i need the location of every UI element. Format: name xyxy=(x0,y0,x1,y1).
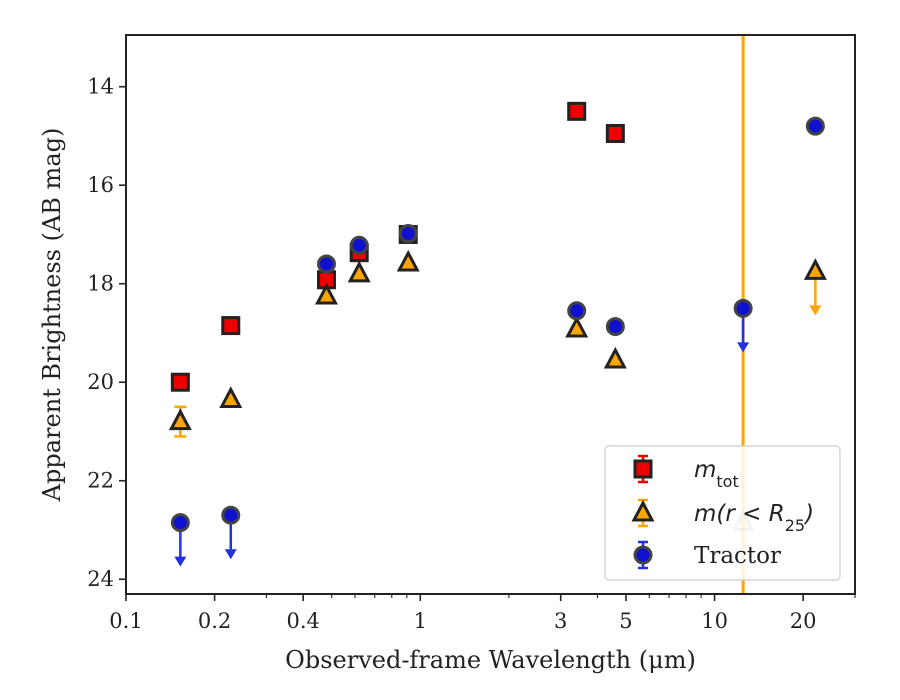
triangle-point xyxy=(396,249,420,272)
legend-label: m(r < R25) xyxy=(694,501,814,535)
legend-box xyxy=(604,445,841,581)
legend-label-main: m(r < R xyxy=(694,501,785,527)
triangle-point xyxy=(565,315,589,338)
circle-point xyxy=(221,505,241,525)
legend-label-main: Tractor xyxy=(694,543,781,569)
circle-point xyxy=(398,223,418,243)
x-tick-label: 0.1 xyxy=(109,609,142,633)
marks-layer xyxy=(168,101,827,567)
legend-label-main: m xyxy=(694,457,716,483)
upper-limit-arrowhead xyxy=(737,342,750,353)
upper-limit-arrowhead xyxy=(174,556,187,567)
x-tick-label: 1 xyxy=(414,609,427,633)
plot-frame xyxy=(125,34,856,595)
legend-label-tail: ) xyxy=(803,501,814,527)
x-tick-label: 20 xyxy=(790,609,817,633)
legend-marker xyxy=(633,459,653,479)
x-axis-title: Observed-frame Wavelength (μm) xyxy=(285,646,696,674)
triangle-point xyxy=(168,408,192,431)
upper-limit-arrowhead xyxy=(809,305,822,316)
square-point xyxy=(567,101,587,121)
circle-point xyxy=(567,301,587,321)
legend-label-subscript: tot xyxy=(716,472,738,491)
x-tick-label: 3 xyxy=(554,609,567,633)
legend-label: Tractor xyxy=(694,543,781,569)
x-tick-label: 5 xyxy=(619,609,632,633)
y-tick-label: 20 xyxy=(87,370,114,394)
y-tick-label: 18 xyxy=(87,272,114,296)
y-tick-label: 16 xyxy=(87,173,114,197)
series-mtot xyxy=(170,101,625,392)
y-axis-title: Apparent Brightness (AB mag) xyxy=(38,128,66,503)
y-axis: 14 16 18 20 22 24 xyxy=(87,75,126,591)
legend-marker xyxy=(633,545,653,565)
y-tick-label: 22 xyxy=(87,469,114,493)
triangle-point xyxy=(314,282,338,305)
triangle-point xyxy=(803,258,827,280)
circle-point xyxy=(316,254,336,274)
square-point xyxy=(605,124,625,144)
legend-entry-mr25: m(r < R25) xyxy=(631,498,814,535)
circle-point xyxy=(733,298,753,318)
x-axis: 0.1 0.2 0.4 1 3 5 10 20 xyxy=(109,594,856,633)
series-tractor xyxy=(170,116,825,567)
square-point xyxy=(221,316,241,336)
upper-limit-arrowhead xyxy=(224,549,237,560)
triangle-point xyxy=(219,386,243,408)
triangle-point xyxy=(347,260,371,283)
y-tick-label: 14 xyxy=(87,75,114,99)
legend-label: mtot xyxy=(694,457,739,491)
circle-point xyxy=(349,235,369,255)
circle-point xyxy=(805,116,825,136)
legend-entry-tractor: Tractor xyxy=(633,540,781,570)
x-tick-label: 10 xyxy=(701,609,728,633)
legend-label-subscript: 25 xyxy=(785,516,805,535)
triangle-point xyxy=(603,346,627,369)
legend-entry-mtot: mtot xyxy=(633,454,739,491)
legend: mtot m(r < R25) Tractor xyxy=(604,445,841,581)
x-tick-label: 0.2 xyxy=(198,609,231,633)
square-point xyxy=(170,372,190,392)
circle-point xyxy=(605,317,625,337)
circle-point xyxy=(170,513,190,533)
legend-marker xyxy=(631,499,655,522)
y-tick-label: 24 xyxy=(87,567,114,591)
x-tick-label: 0.4 xyxy=(286,609,319,633)
